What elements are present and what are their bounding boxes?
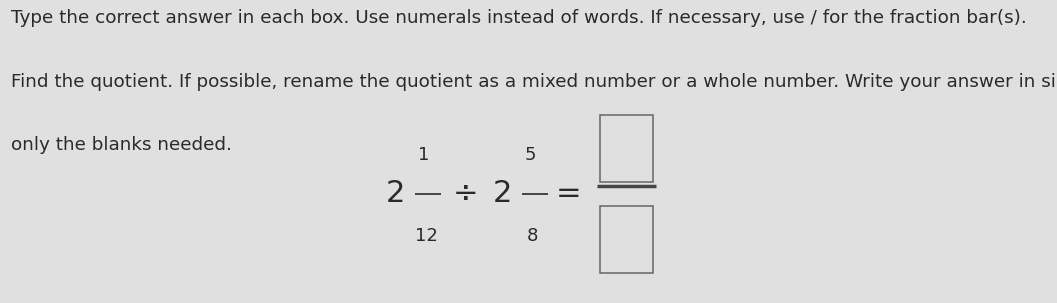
Text: Type the correct answer in each box. Use numerals instead of words. If necessary: Type the correct answer in each box. Use… [11, 9, 1026, 27]
Text: 2: 2 [386, 179, 405, 208]
Text: 1: 1 [418, 145, 429, 164]
FancyBboxPatch shape [600, 206, 653, 273]
Text: 8: 8 [526, 227, 538, 245]
Text: only the blanks needed.: only the blanks needed. [11, 136, 231, 154]
Text: ÷: ÷ [452, 179, 478, 208]
Text: Find the quotient. If possible, rename the quotient as a mixed number or a whole: Find the quotient. If possible, rename t… [11, 73, 1057, 91]
Text: =: = [556, 179, 581, 208]
Text: 2: 2 [493, 179, 512, 208]
Text: 12: 12 [415, 227, 439, 245]
FancyBboxPatch shape [600, 115, 653, 182]
Text: 5: 5 [524, 145, 536, 164]
